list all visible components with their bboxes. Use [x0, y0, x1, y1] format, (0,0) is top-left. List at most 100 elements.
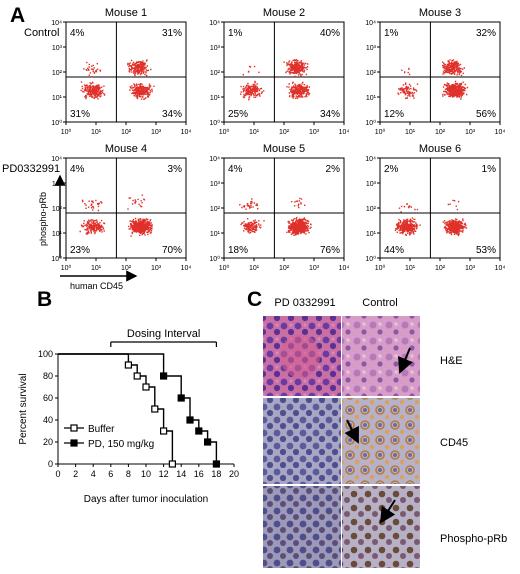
plot-1-1-q-ll: 18% [228, 245, 248, 256]
plot-0-0-q-ur: 31% [162, 28, 182, 39]
plot-0-2-q-ll: 12% [384, 109, 404, 120]
row-label-he: H&E [440, 355, 463, 367]
x-tick-label-1: 2 [73, 469, 78, 479]
series-1-point-2 [177, 394, 185, 402]
plot-1-2-q-ul: 2% [384, 164, 399, 175]
legend-label-1: PD, 150 mg/kg [88, 439, 154, 450]
row-label-rb: Phospho-pRb [440, 533, 507, 545]
plot-1-1-title: Mouse 5 [263, 143, 305, 155]
plot-0-1-q-lr: 34% [320, 109, 340, 120]
y-tick-label-4: 80 [43, 371, 53, 381]
y-tick-label-2: 40 [43, 415, 53, 425]
plot-0-2-xtick-label-2: 10² [435, 129, 446, 136]
plot-0-1-q-ur: 40% [320, 28, 340, 39]
series-0-point-6 [168, 460, 176, 468]
plot-0-1-ytick-label-1: 10¹ [210, 95, 221, 102]
plot-0-0-xtick-label-3: 10³ [151, 129, 162, 136]
plot-1-2-xtick-label-4: 10⁴ [495, 265, 506, 272]
plot-1-1-ytick-label-3: 10³ [210, 181, 221, 188]
plot-0-1-ytick-label-3: 10³ [210, 45, 221, 52]
arrow-rb [379, 499, 396, 524]
image-he-control [342, 316, 420, 396]
plot-1-2-ytick-label-1: 10¹ [366, 231, 377, 238]
plot-0-1-ytick-label-4: 10⁴ [209, 20, 220, 27]
series-1-point-6 [212, 460, 220, 468]
plot-0-2-ytick-label-3: 10³ [366, 45, 377, 52]
plot-0-2-ytick-label-4: 10⁴ [365, 20, 376, 27]
image-cd45-pd [263, 398, 341, 484]
plot-0-2-xtick-label-4: 10⁴ [495, 129, 506, 136]
plot-0-1-ytick-label-0: 10⁰ [209, 119, 220, 127]
plot-1-2-events [394, 199, 468, 237]
x-tick-label-8: 16 [194, 469, 204, 479]
plot-0-0-ytick-label-0: 10⁰ [51, 119, 62, 127]
series-1-point-3 [186, 416, 194, 424]
plot-0-1-ytick-label-2: 10² [210, 70, 221, 77]
plot-0-0-ytick-label-1: 10¹ [52, 95, 63, 102]
plot-0-2-xtick-label-1: 10¹ [405, 129, 416, 136]
plot-1-1-xtick-label-1: 10¹ [249, 265, 260, 272]
series-0-point-1 [124, 361, 133, 369]
plot-0-2-events [397, 59, 469, 100]
row-label-0: Control [24, 27, 59, 39]
plot-0-1-q-ll: 25% [228, 109, 248, 120]
legend-marker-0 [70, 424, 78, 432]
plot-1-1-ytick-label-0: 10⁰ [209, 255, 220, 263]
plot-1-2-ytick-label-0: 10⁰ [365, 255, 376, 263]
plot-1-2-ytick-label-4: 10⁴ [365, 156, 376, 163]
col-label-pd: PD 0332991 [274, 297, 335, 309]
plot-0-0-xtick-label-1: 10¹ [91, 129, 102, 136]
plot-1-2-q-ll: 44% [384, 245, 404, 256]
series-1-point-1 [160, 372, 168, 380]
plot-1-1-xtick-label-4: 10⁴ [339, 265, 350, 272]
plot-1-1-ytick-label-4: 10⁴ [209, 156, 220, 163]
row-label-cd45: CD45 [440, 437, 468, 449]
plot-0-0-ytick-label-4: 10⁴ [51, 20, 62, 27]
plot-0-0-xtick-label-4: 10⁴ [181, 129, 192, 136]
plot-1-0-xtick-label-2: 10² [121, 265, 132, 272]
plot-1-2-xtick-label-3: 10³ [465, 265, 476, 272]
plot-0-0-ytick-label-3: 10³ [52, 45, 63, 52]
plot-0-1-xtick-label-4: 10⁴ [339, 129, 350, 136]
plot-0-0-q-ll: 31% [70, 109, 90, 120]
survival-chart: 0 20 40 60 80 100 0 2 4 6 8 10 12 14 16 18 20 Dosing Inte… [18, 328, 239, 505]
plot-1-0-events [79, 194, 153, 237]
plot-1-1-q-ul: 4% [228, 164, 243, 175]
plot-1-0-xtick-label-1: 10¹ [91, 265, 102, 272]
y-tick-label-1: 20 [43, 437, 53, 447]
plot-1-1-q-ur: 2% [326, 164, 341, 175]
image-rb-pd [263, 486, 341, 568]
plot-0-0-title: Mouse 1 [105, 7, 147, 19]
y-tick-label-5: 100 [38, 349, 53, 359]
legend-marker-1 [70, 439, 78, 447]
plot-1-1-events [239, 197, 312, 236]
dosing-label: Dosing Interval [127, 328, 200, 340]
panel-c-letter: C [247, 288, 262, 311]
plot-1-1-q-lr: 76% [320, 245, 340, 256]
x-axis-label: human CD45 [70, 281, 123, 291]
plot-0-1-xtick-label-0: 10⁰ [219, 128, 230, 136]
plot-1-2-q-ur: 1% [482, 164, 497, 175]
series-1-point-5 [204, 438, 212, 446]
plot-1-2-ytick-label-2: 10² [366, 206, 377, 213]
plot-0-2-ytick-label-2: 10² [366, 70, 377, 77]
arrow-cd45 [344, 419, 359, 444]
plot-1-1-xtick-label-2: 10² [279, 265, 290, 272]
series-0-point-5 [160, 427, 168, 435]
series-0-point-3 [142, 383, 150, 391]
x-tick-label-10: 20 [229, 469, 239, 479]
plot-0-0-q-lr: 34% [162, 109, 182, 120]
image-rb-control [342, 486, 420, 568]
plot-1-0-q-lr: 70% [162, 245, 182, 256]
plot-0-0-xtick-label-0: 10⁰ [61, 128, 72, 136]
plot-0-0-ytick-label-2: 10² [52, 70, 63, 77]
x-tick-label-4: 8 [126, 469, 131, 479]
plot-1-2-title: Mouse 6 [419, 143, 461, 155]
b-y-axis-title: Percent survival [18, 373, 29, 444]
plot-1-1-xtick-label-0: 10⁰ [219, 264, 230, 272]
series-0-point-4 [151, 405, 159, 413]
panel-b-letter: B [37, 288, 52, 311]
plot-1-0-xtick-label-4: 10⁴ [181, 265, 192, 272]
plot-1-1-xtick-label-3: 10³ [309, 265, 320, 272]
